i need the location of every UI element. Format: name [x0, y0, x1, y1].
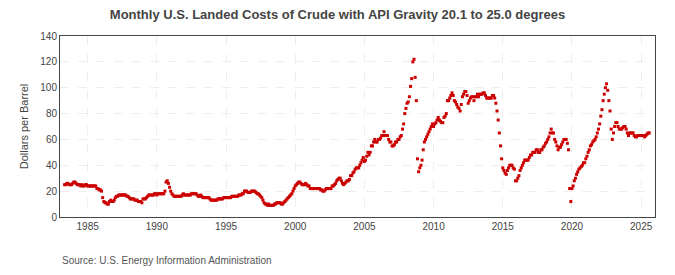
svg-text:60: 60 [46, 134, 58, 145]
svg-text:Source: U.S. Energy Informatio: Source: U.S. Energy Information Administ… [62, 255, 272, 266]
svg-text:80: 80 [46, 108, 58, 119]
svg-text:1985: 1985 [77, 221, 100, 232]
svg-text:20: 20 [46, 186, 58, 197]
svg-text:Dollars per Barrel: Dollars per Barrel [18, 84, 30, 170]
svg-text:120: 120 [40, 56, 57, 67]
svg-text:0: 0 [51, 212, 57, 223]
svg-text:40: 40 [46, 160, 58, 171]
svg-text:Monthly U.S. Landed Costs of C: Monthly U.S. Landed Costs of Crude with … [110, 7, 565, 22]
svg-text:140: 140 [40, 31, 57, 42]
svg-text:2025: 2025 [630, 221, 653, 232]
svg-text:2020: 2020 [561, 221, 584, 232]
svg-text:1990: 1990 [146, 221, 169, 232]
svg-text:2000: 2000 [284, 221, 307, 232]
svg-text:2005: 2005 [353, 221, 376, 232]
svg-text:2015: 2015 [492, 221, 515, 232]
svg-text:100: 100 [40, 82, 57, 93]
svg-text:1995: 1995 [215, 221, 238, 232]
svg-text:2010: 2010 [422, 221, 445, 232]
